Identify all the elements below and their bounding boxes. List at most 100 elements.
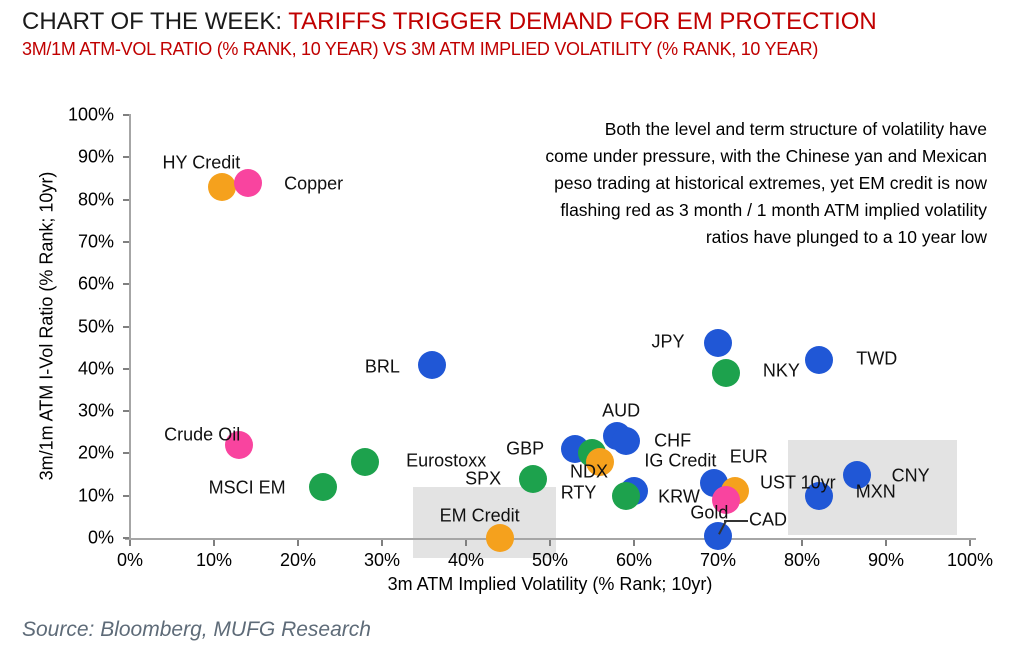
y-axis-tick-label: 100%: [67, 104, 114, 125]
x-axis-tick: [297, 540, 299, 546]
point-label-chf: CHF: [654, 430, 692, 451]
annotation-line: flashing red as 3 month / 1 month ATM im…: [560, 200, 987, 220]
x-axis-tick-label: 40%: [447, 550, 485, 570]
x-axis-tick: [381, 540, 383, 546]
point-label-nky: NKY: [762, 360, 800, 381]
point-label-eurostoxx: Eurostoxx: [406, 450, 487, 471]
y-axis-title: 3m/1m ATM I-Vol Ratio (% Rank; 10yr): [36, 171, 57, 481]
y-axis-tick: [123, 410, 129, 413]
x-axis-tick: [633, 540, 635, 546]
x-axis-tick-label: 100%: [946, 550, 994, 570]
annotation-line: Both the level and term structure of vol…: [604, 119, 987, 139]
point-nky: [712, 359, 741, 388]
point-brl: [418, 350, 447, 379]
point-cad: [704, 521, 732, 550]
point-em-credit: [485, 524, 514, 552]
x-axis-tick: [129, 540, 131, 546]
point-label-cad: CAD: [748, 509, 788, 530]
point-eurostoxx: [351, 447, 380, 476]
y-axis-tick: [123, 198, 129, 201]
y-axis-tick: [123, 114, 129, 116]
cad-label-leader-line-horizontal: [724, 520, 748, 522]
point-label-aud: AUD: [602, 400, 641, 421]
point-label-rty: RTY: [560, 482, 597, 503]
y-axis-tick: [123, 156, 129, 159]
x-axis-tick-label: 80%: [783, 550, 821, 570]
point-label-em-credit: EM Credit: [439, 505, 520, 526]
point-label-brl: BRL: [364, 356, 400, 377]
point-cny: [842, 460, 871, 489]
point-label-jpy: JPY: [651, 331, 685, 352]
point-ig-credit: [586, 447, 615, 476]
point-crude-oil: [225, 430, 254, 459]
y-axis-tick: [123, 494, 129, 497]
x-axis-tick: [801, 540, 803, 546]
x-axis-tick: [549, 540, 551, 546]
x-axis-tick-label: 90%: [867, 550, 905, 570]
point-spx: [519, 464, 548, 493]
point-copper: [233, 168, 262, 197]
y-axis-tick-label: 10%: [77, 485, 114, 506]
point-chf: [611, 426, 640, 455]
y-axis-tick: [123, 325, 129, 328]
point-mxn: [804, 481, 833, 510]
point-label-crude-oil: Crude Oil: [164, 424, 241, 445]
point-label-copper: Copper: [284, 173, 344, 194]
point-label-gbp: GBP: [506, 438, 545, 459]
title-prefix: CHART OF THE WEEK:: [22, 8, 289, 35]
x-axis-tick: [885, 540, 887, 546]
highlight-box-1: [413, 487, 556, 558]
point-label-krw: KRW: [658, 486, 700, 507]
point-rty: [611, 481, 640, 510]
x-axis-line: [125, 538, 976, 540]
point-twd: [804, 346, 833, 375]
y-axis-tick-label: 30%: [77, 400, 114, 421]
x-axis-tick-label: 10%: [195, 550, 233, 570]
point-label-mxn: MXN: [855, 481, 896, 502]
x-axis-tick-label: 50%: [531, 550, 569, 570]
x-axis-title: 3m ATM Implied Volatility (% Rank; 10yr): [387, 574, 713, 594]
y-axis-tick-label: 40%: [77, 358, 114, 379]
point-label-twd: TWD: [856, 348, 898, 369]
point-label-ust-10yr: UST 10yr: [759, 472, 836, 493]
point-label-ndx: NDX: [569, 461, 609, 482]
y-axis-tick-label: 70%: [77, 231, 114, 252]
source-note: Source: Bloomberg, MUFG Research: [22, 618, 371, 641]
annotation-line: peso trading at historical extremes, yet…: [554, 173, 987, 193]
x-axis-tick-label: 70%: [699, 550, 737, 570]
y-axis-tick: [123, 537, 129, 539]
point-label-msci-em: MSCI EM: [208, 477, 286, 498]
y-axis-tick-label: 20%: [77, 442, 114, 463]
y-axis-tick-label: 50%: [77, 316, 114, 336]
annotation-text: Both the level and term structure of vol…: [545, 116, 987, 251]
point-label-gold: Gold: [690, 502, 729, 523]
x-axis-tick: [969, 540, 971, 546]
point-msci-em: [309, 473, 338, 502]
point-label-cny: CNY: [891, 465, 930, 486]
y-axis-tick-label: 90%: [77, 146, 114, 167]
y-axis-tick-label: 60%: [77, 273, 114, 294]
x-axis-tick: [465, 540, 467, 546]
y-axis-tick-label: 80%: [77, 189, 114, 210]
point-label-spx: SPX: [465, 468, 502, 489]
annotation-line: come under pressure, with the Chinese ya…: [545, 146, 987, 166]
title-highlight: TARIFFS TRIGGER DEMAND FOR EM PROTECTION: [288, 8, 877, 35]
y-axis-line: [129, 114, 131, 540]
point-gold: [712, 485, 741, 514]
x-axis-tick-label: 0%: [116, 550, 144, 570]
point-label-eur: EUR: [729, 446, 768, 467]
annotation-line: ratios have plunged to a 10 year low: [705, 227, 987, 247]
y-axis-tick: [123, 452, 129, 455]
y-axis-tick: [123, 283, 129, 286]
scatter-plot: 0% 10% 20% 30% 40% 50% 60% 70% 80% 90% 100% 0% 10% 20…: [0, 70, 1022, 600]
y-axis-tick: [123, 240, 129, 243]
point-hy-credit: [208, 172, 237, 201]
chart-subtitle: 3M/1M ATM-VOL RATIO (% RANK, 10 YEAR) VS…: [22, 39, 819, 59]
page-title: CHART OF THE WEEK: TARIFFS TRIGGER DEMAN…: [22, 8, 877, 36]
y-axis-tick: [123, 367, 129, 370]
y-axis-tick-label: 0%: [87, 527, 114, 548]
point-label-hy-credit: HY Credit: [162, 152, 241, 173]
x-axis-tick: [213, 540, 215, 546]
x-axis-tick-label: 20%: [279, 550, 317, 570]
